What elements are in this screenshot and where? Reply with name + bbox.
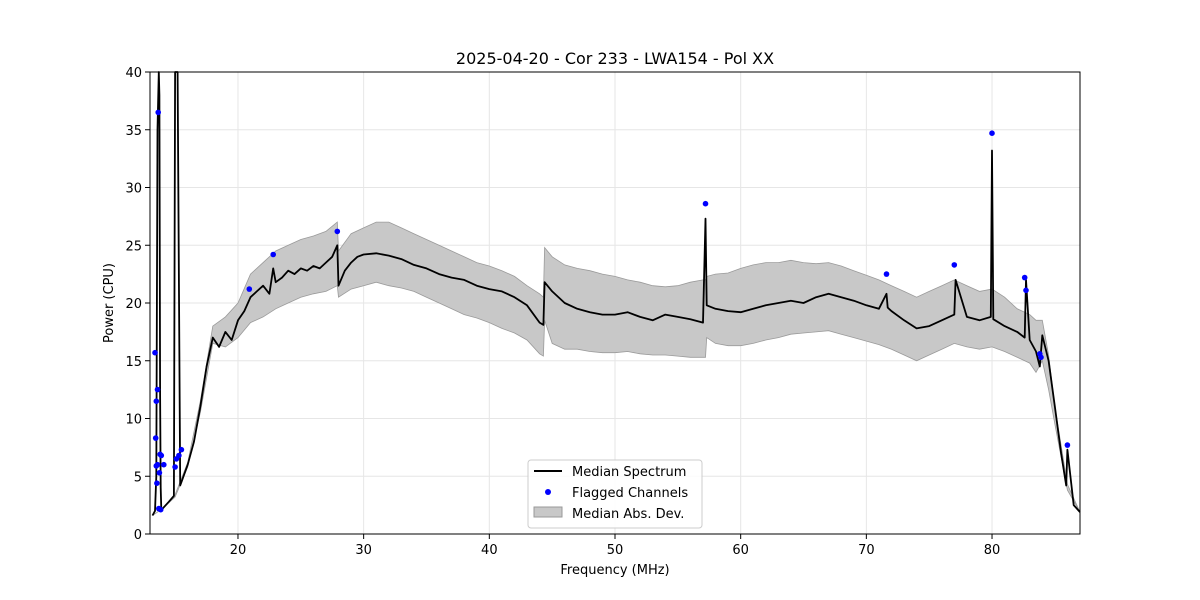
y-axis-label: Power (CPU) [102,263,117,343]
flagged-channel-point [156,470,163,476]
flagged-channel-point [153,398,160,405]
y-tick-label: 10 [125,413,142,428]
x-tick-label: 40 [481,543,498,558]
flagged-channel-point [951,262,958,268]
flagged-channel-point [158,452,165,459]
flagged-channel-point [152,349,158,356]
y-tick-label: 35 [125,124,142,139]
legend: Median Spectrum Flagged Channels Median … [527,459,703,529]
y-tick-label: 5 [134,470,142,485]
y-tick-label: 0 [134,528,142,543]
legend-box [527,459,703,529]
flagged-channel-point [1021,274,1028,281]
x-tick-label: 80 [984,543,1001,558]
flagged-channel-point [154,461,161,468]
flagged-channel-point [1023,287,1029,294]
flagged-channel-point [270,251,277,258]
x-tick-label: 60 [732,543,749,558]
legend-mad-swatch [533,506,563,518]
y-tick-label: 25 [125,239,142,254]
flagged-channel-point [883,271,890,277]
x-tick-label: 70 [858,543,875,558]
flagged-channel-point [1038,354,1044,361]
flagged-channel-point [161,461,167,468]
flagged-channel-point [246,286,253,292]
flagged-channel-point [172,464,178,470]
flagged-channel-point [152,435,159,441]
chart-title: 2025-04-20 - Cor 233 - LWA154 - Pol XX [456,49,774,68]
legend-mad-label: Median Abs. Dev. [572,507,684,522]
y-tick-label: 15 [125,355,142,370]
x-axis-ticks: 20 30 40 50 60 70 80 [230,534,1001,558]
y-tick-label: 20 [125,297,142,312]
median-line-layer [151,71,1081,516]
flagged-channel-point [176,452,182,459]
flagged-channel-point [702,200,709,207]
flagged-channel-point [178,446,185,453]
legend-flagged-label: Flagged Channels [572,486,688,501]
legend-median-label: Median Spectrum [572,465,686,480]
x-tick-label: 20 [230,543,247,558]
flagged-channel-point [989,130,995,136]
x-axis-label: Frequency (MHz) [560,563,669,578]
flagged-channel-point [155,109,161,116]
x-tick-label: 50 [607,543,624,558]
y-axis-ticks: 0 5 10 15 20 25 30 35 40 [125,66,150,543]
flagged-channel-point [1064,442,1071,448]
x-tick-label: 30 [355,543,372,558]
y-tick-label: 40 [125,66,142,81]
flagged-points-layer [152,109,1071,513]
legend-flagged-swatch [545,489,551,495]
y-tick-label: 30 [125,182,142,197]
flagged-channel-point [154,386,161,393]
flagged-channel-point [334,228,341,235]
flagged-channel-point [154,480,160,487]
median-spectrum-line [151,71,1081,516]
flagged-channel-point [157,506,164,513]
